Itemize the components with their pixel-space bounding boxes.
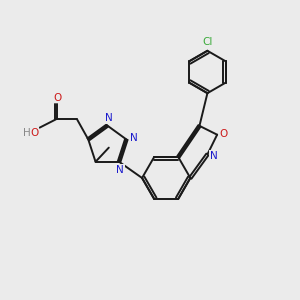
Text: N: N bbox=[130, 133, 138, 143]
Text: Cl: Cl bbox=[202, 37, 213, 47]
Text: N: N bbox=[105, 113, 112, 123]
Text: H: H bbox=[22, 128, 30, 138]
Text: O: O bbox=[30, 128, 38, 138]
Text: N: N bbox=[116, 165, 124, 175]
Text: O: O bbox=[220, 128, 228, 139]
Text: N: N bbox=[210, 151, 218, 160]
Text: O: O bbox=[53, 93, 61, 103]
